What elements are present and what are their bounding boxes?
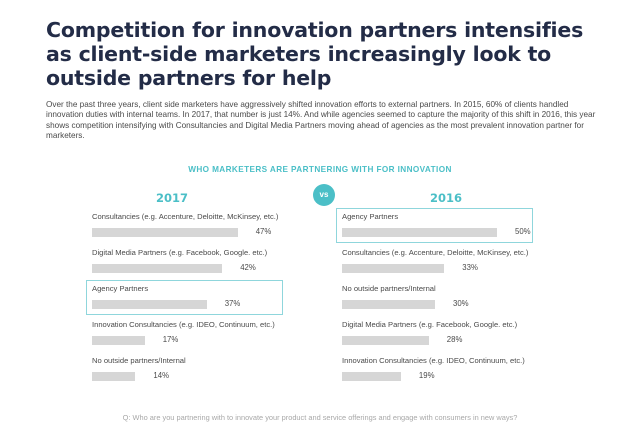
bar xyxy=(92,300,207,309)
chart-2017: Consultancies (e.g. Accenture, Deloitte,… xyxy=(86,205,296,385)
bar-value-label: 33% xyxy=(462,263,478,272)
bar-value-label: 30% xyxy=(453,299,469,308)
bar-label: Digital Media Partners (e.g. Facebook, G… xyxy=(92,248,268,257)
bar-value-label: 14% xyxy=(153,371,169,380)
bar xyxy=(92,228,238,237)
bar-label: Innovation Consultancies (e.g. IDEO, Con… xyxy=(92,320,275,329)
bar-row: Agency Partners 37% xyxy=(86,277,296,315)
bar xyxy=(342,300,435,309)
intro-paragraph: Over the past three years, client side m… xyxy=(46,100,596,141)
bar-label: Digital Media Partners (e.g. Facebook, G… xyxy=(342,320,518,329)
bar-value-label: 37% xyxy=(224,299,241,308)
bar-label: No outside partners/Internal xyxy=(92,356,186,365)
chart-2016: Agency Partners 50% Consultancies (e.g. Ac… xyxy=(336,205,546,385)
bar-row: Consultancies (e.g. Accenture, Deloitte,… xyxy=(86,205,296,241)
bar xyxy=(342,372,401,381)
bar xyxy=(92,264,223,273)
bar-label: No outside partners/Internal xyxy=(342,284,436,293)
bar-value-label: 28% xyxy=(446,335,463,344)
bar-label: Agency Partners xyxy=(342,212,399,221)
bar xyxy=(92,336,145,345)
bar-row: Innovation Consultancies (e.g. IDEO, Con… xyxy=(86,313,296,349)
bar-label: Agency Partners xyxy=(92,284,149,293)
bar xyxy=(342,228,497,237)
bar-row: No outside partners/Internal 30% xyxy=(336,277,546,313)
bar-row: Consultancies (e.g. Accenture, Deloitte,… xyxy=(336,241,546,277)
bar-label: Innovation Consultancies (e.g. IDEO, Con… xyxy=(342,356,525,365)
bar-row: Agency Partners 50% xyxy=(336,205,546,243)
bar-row: Digital Media Partners (e.g. Facebook, G… xyxy=(336,313,546,349)
page-title: Competition for innovation partners inte… xyxy=(46,18,584,90)
survey-question: Q: Who are you partnering with to innova… xyxy=(122,413,518,422)
bar-row: Innovation Consultancies (e.g. IDEO, Con… xyxy=(336,349,546,385)
bar xyxy=(92,372,136,381)
bar-row: Digital Media Partners (e.g. Facebook, G… xyxy=(86,241,296,277)
year-2017-title: 2017 xyxy=(155,191,188,205)
bar-value-label: 47% xyxy=(255,227,272,236)
vs-badge: vs xyxy=(313,184,335,206)
bar-value-label: 50% xyxy=(515,227,531,236)
bar xyxy=(342,336,429,345)
bar xyxy=(342,264,445,273)
bar-value-label: 42% xyxy=(240,263,256,272)
bar-label: Consultancies (e.g. Accenture, Deloitte,… xyxy=(92,212,279,221)
section-title: WHO MARKETERS ARE PARTNERING WITH FOR IN… xyxy=(188,165,452,174)
bar-row: No outside partners/Internal 14% xyxy=(86,349,296,385)
year-2016-title: 2016 xyxy=(429,191,462,205)
bar-value-label: 19% xyxy=(418,371,435,380)
bar-value-label: 17% xyxy=(162,335,179,344)
bar-label: Consultancies (e.g. Accenture, Deloitte,… xyxy=(342,248,529,257)
